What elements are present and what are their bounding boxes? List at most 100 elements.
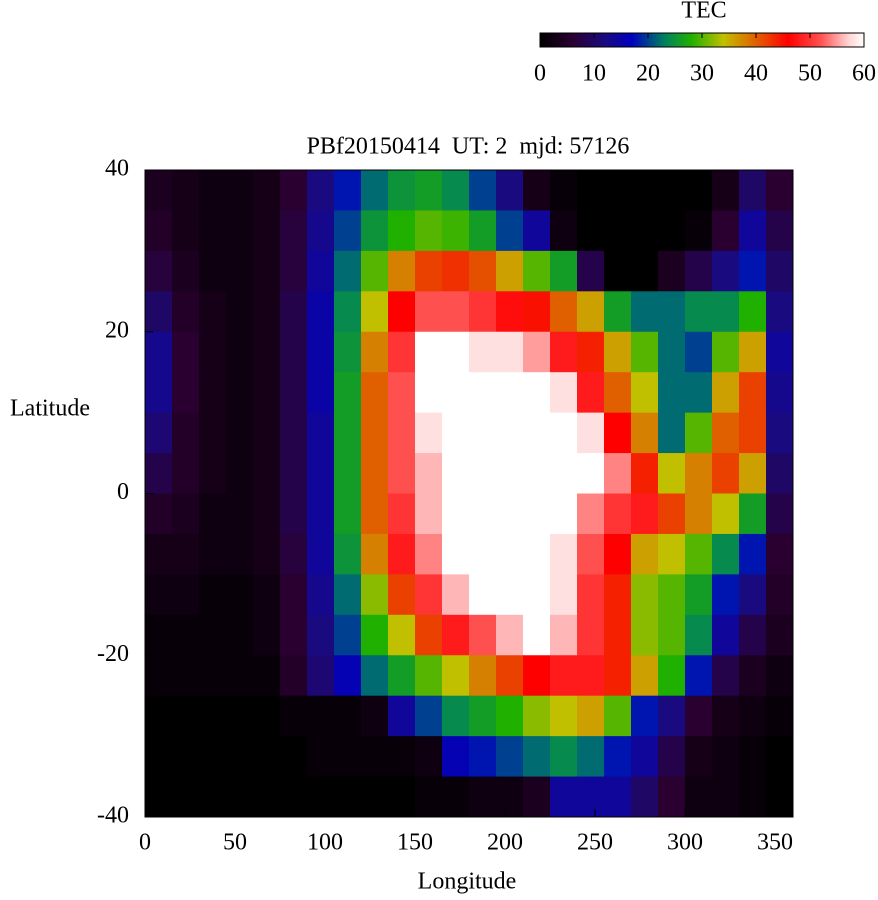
x-tick-label: 200 [487, 830, 523, 856]
heatmap-cell [604, 574, 632, 616]
heatmap-cell [253, 776, 281, 818]
heatmap-cell [685, 695, 713, 737]
heatmap-cell [253, 210, 281, 252]
heatmap-cell [631, 331, 659, 373]
heatmap-cell [361, 331, 389, 373]
heatmap-cell [307, 574, 335, 616]
heatmap-cell [469, 493, 497, 535]
heatmap-cell [469, 453, 497, 494]
heatmap-cell [388, 372, 416, 414]
colorbar-tick-label: 60 [852, 61, 876, 87]
heatmap-cell [496, 614, 524, 656]
heatmap-cell [685, 655, 713, 697]
heatmap-cell [226, 210, 254, 252]
heatmap-cell [172, 695, 200, 737]
heatmap-cell [361, 170, 389, 211]
heatmap-cell [253, 574, 281, 616]
heatmap-cell [226, 533, 254, 575]
heatmap-cell [415, 655, 443, 697]
heatmap-cell [442, 574, 470, 616]
heatmap-cell [766, 574, 794, 616]
x-tick-label: 50 [223, 830, 247, 856]
heatmap-cell [631, 736, 659, 778]
heatmap-cell [199, 614, 227, 656]
heatmap-cell [496, 533, 524, 575]
heatmap-cell [766, 412, 794, 454]
heatmap-cell [739, 614, 767, 656]
heatmap-cell [523, 170, 551, 211]
heatmap-cell [253, 695, 281, 737]
heatmap-cell [496, 291, 524, 333]
heatmap-cell [685, 776, 713, 818]
heatmap-cell [307, 493, 335, 535]
heatmap-cell [172, 776, 200, 818]
heatmap-cell [361, 695, 389, 737]
heatmap-cell [496, 695, 524, 737]
heatmap-cell [226, 614, 254, 656]
heatmap-cell [604, 655, 632, 697]
colorbar-tick-label: 20 [636, 61, 660, 87]
heatmap-cell [631, 493, 659, 535]
heatmap-cell [415, 170, 443, 211]
heatmap-cell [658, 533, 686, 575]
heatmap-cell [172, 655, 200, 697]
heatmap-cell [226, 776, 254, 818]
heatmap-cell [739, 776, 767, 818]
heatmap-cell [712, 493, 740, 535]
heatmap-cell [145, 453, 173, 494]
heatmap-cell [685, 453, 713, 494]
heatmap-cell [280, 614, 308, 656]
heatmap-cell [334, 412, 362, 454]
heatmap-cell [172, 493, 200, 535]
heatmap-cell [577, 170, 605, 211]
heatmap-cell [577, 250, 605, 292]
heatmap-cell [604, 291, 632, 333]
heatmap-cell [739, 372, 767, 414]
heatmap-cell [172, 736, 200, 778]
heatmap-cell [658, 291, 686, 333]
heatmap-cell [226, 412, 254, 454]
heatmap-cell [253, 655, 281, 697]
heatmap-cell [172, 170, 200, 211]
heatmap-cell [631, 614, 659, 656]
heatmap-cell [739, 250, 767, 292]
heatmap-cell [550, 574, 578, 616]
heatmap-cell [550, 695, 578, 737]
heatmap-cell [442, 614, 470, 656]
heatmap-cell [766, 493, 794, 535]
heatmap-cell [739, 493, 767, 535]
heatmap-cell [280, 170, 308, 211]
heatmap-cell [766, 170, 794, 211]
heatmap-cell [604, 331, 632, 373]
heatmap-cell [145, 210, 173, 252]
heatmap-cell [712, 736, 740, 778]
heatmap-cell [685, 736, 713, 778]
heatmap-cell [442, 776, 470, 818]
heatmap-cell [550, 776, 578, 818]
colorbar-title: TEC [681, 0, 726, 24]
heatmap-cell [739, 291, 767, 333]
heatmap-cell [442, 493, 470, 535]
heatmap-cell [199, 736, 227, 778]
heatmap-cell [523, 574, 551, 616]
heatmap-cell [442, 170, 470, 211]
heatmap-cell [334, 331, 362, 373]
x-tick-label: 300 [667, 830, 703, 856]
heatmap-cell [388, 331, 416, 373]
heatmap-cell [388, 574, 416, 616]
heatmap-cell [280, 412, 308, 454]
heatmap-cell [226, 291, 254, 333]
heatmap-cell [496, 493, 524, 535]
heatmap-cell [442, 533, 470, 575]
heatmap-cell [469, 574, 497, 616]
heatmap-cell [388, 614, 416, 656]
heatmap-cell [334, 614, 362, 656]
colorbar-tick-label: 10 [582, 61, 606, 87]
heatmap-cell [307, 614, 335, 656]
heatmap-cell [685, 210, 713, 252]
heatmap-cell [253, 331, 281, 373]
heatmap-cell [631, 210, 659, 252]
heatmap-cell [766, 250, 794, 292]
heatmap-cell [550, 655, 578, 697]
